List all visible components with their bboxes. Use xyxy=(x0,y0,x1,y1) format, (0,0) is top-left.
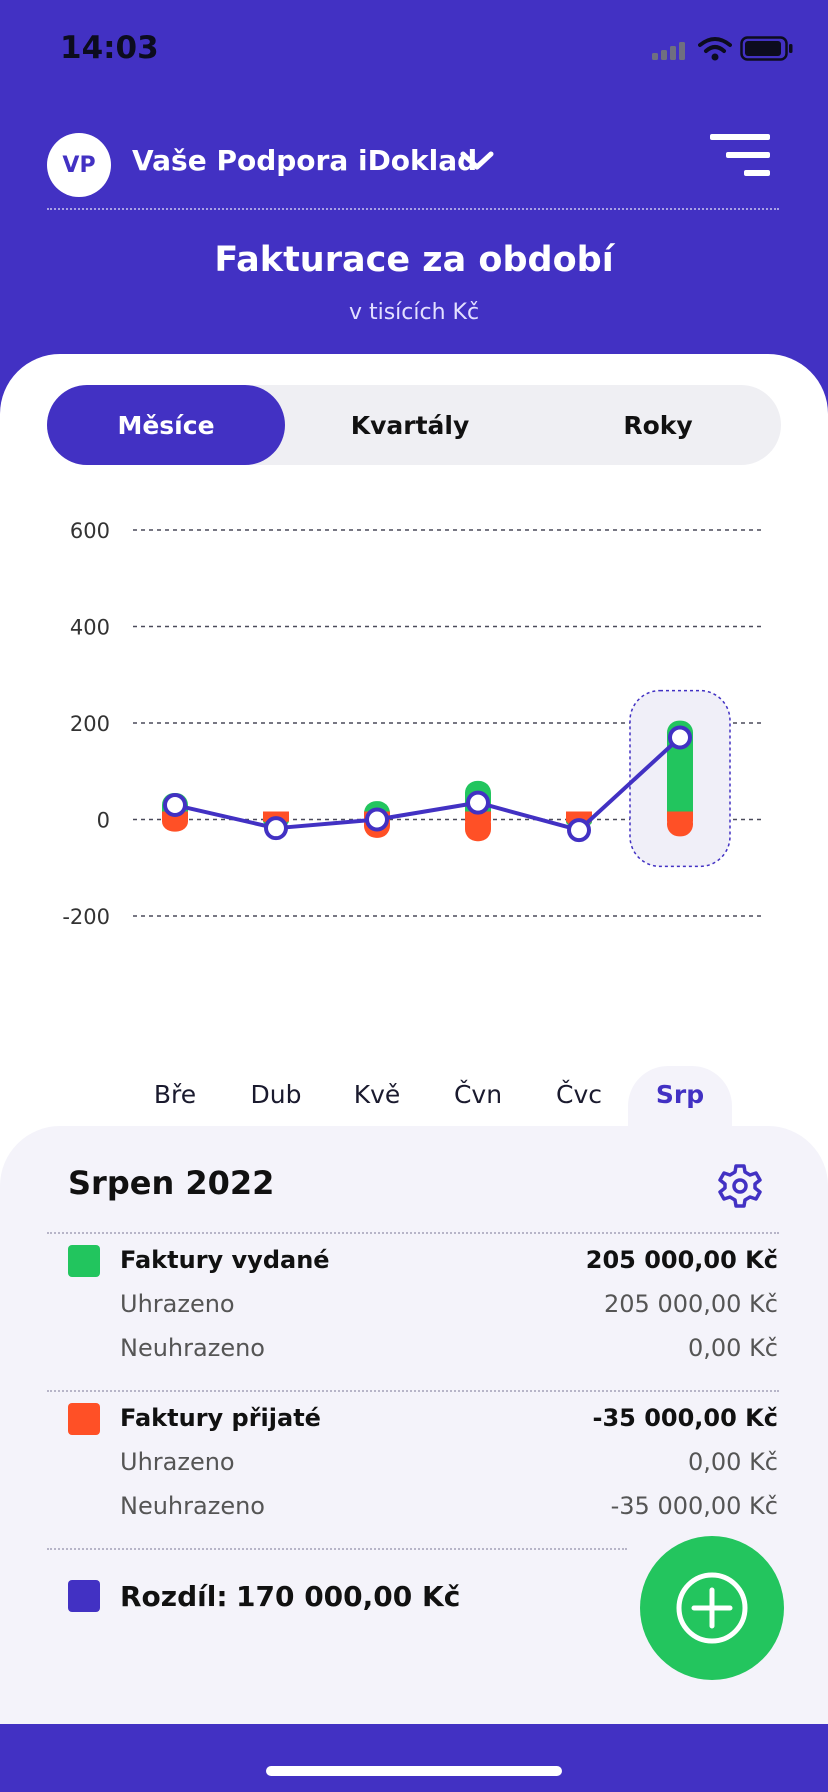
bar-received xyxy=(465,811,491,822)
month-tab[interactable]: Čvc xyxy=(556,1080,602,1109)
received-color-swatch xyxy=(68,1403,100,1435)
month-axis: Bře Dub Kvě Čvn Čvc Srp xyxy=(0,1080,828,1130)
segment-months[interactable]: Měsíce xyxy=(47,385,285,465)
chevron-down-icon[interactable] xyxy=(460,150,494,172)
status-time: 14:03 xyxy=(60,30,159,66)
cellular-signal-icon xyxy=(652,42,685,60)
plus-circle-icon xyxy=(676,1572,748,1644)
y-tick-label: 400 xyxy=(70,616,110,640)
y-tick-label: 600 xyxy=(70,519,110,543)
difference-point xyxy=(466,790,490,815)
filter-menu-icon[interactable] xyxy=(708,132,772,178)
summary-title: Srpen 2022 xyxy=(68,1164,275,1202)
summary-divider xyxy=(47,1548,627,1550)
home-indicator xyxy=(266,1766,562,1776)
segment-quarters[interactable]: Kvartály xyxy=(350,410,470,440)
issued-label: Faktury vydané xyxy=(120,1246,330,1274)
received-label: Faktury přijaté xyxy=(120,1404,321,1432)
issued-unpaid-label: Neuhrazeno xyxy=(120,1334,265,1362)
add-button[interactable] xyxy=(640,1536,784,1680)
month-tab[interactable]: Bře xyxy=(153,1080,197,1109)
difference-point xyxy=(365,807,389,832)
gear-icon[interactable] xyxy=(716,1162,764,1210)
issued-color-swatch xyxy=(68,1245,100,1277)
bottom-bar xyxy=(0,1724,828,1792)
difference-label: Rozdíl: xyxy=(120,1580,228,1613)
received-paid-value: 0,00 Kč xyxy=(688,1448,778,1476)
bar-received xyxy=(667,811,693,822)
month-tab[interactable]: Kvě xyxy=(353,1080,401,1109)
bar-received xyxy=(566,811,592,822)
month-tab[interactable]: Čvn xyxy=(453,1080,503,1109)
segment-years[interactable]: Roky xyxy=(623,410,693,440)
y-tick-label: 200 xyxy=(70,712,110,736)
difference-point xyxy=(264,816,288,841)
received-paid-label: Uhrazeno xyxy=(120,1448,235,1476)
summary-divider xyxy=(47,1232,779,1234)
month-tab[interactable]: Srp xyxy=(655,1080,705,1109)
issued-unpaid-value: 0,00 Kč xyxy=(688,1334,778,1362)
company-avatar[interactable]: VP xyxy=(47,133,111,197)
difference-line xyxy=(174,736,682,833)
received-unpaid-label: Neuhrazeno xyxy=(120,1492,265,1520)
difference-value: 170 000,00 Kč xyxy=(236,1580,461,1613)
received-unpaid-value: -35 000,00 Kč xyxy=(610,1492,778,1520)
battery-icon xyxy=(740,36,793,61)
selected-month-tab xyxy=(628,1066,732,1136)
page-title: Fakturace za období xyxy=(214,240,614,280)
month-tab[interactable]: Dub xyxy=(250,1080,302,1109)
difference-point xyxy=(567,818,591,843)
status-bar: 14:03 xyxy=(0,0,828,100)
header-divider xyxy=(47,208,779,210)
period-segmented-control: Měsíce Kvartály Roky xyxy=(47,385,781,465)
company-name[interactable]: Vaše Podpora iDoklad xyxy=(132,144,478,177)
y-tick-label: 0 xyxy=(97,809,110,833)
issued-paid-label: Uhrazeno xyxy=(120,1290,235,1318)
received-total: -35 000,00 Kč xyxy=(592,1404,778,1432)
issued-paid-value: 205 000,00 Kč xyxy=(604,1290,778,1318)
y-tick-label: -200 xyxy=(62,905,110,929)
billing-chart: 600 400 200 0 -200 xyxy=(62,519,762,929)
issued-total: 205 000,00 Kč xyxy=(585,1246,778,1274)
difference-point xyxy=(668,725,692,750)
wifi-icon xyxy=(698,37,732,61)
page-subtitle: v tisících Kč xyxy=(348,300,480,325)
difference-color-swatch xyxy=(68,1580,100,1612)
difference-point xyxy=(163,793,187,818)
summary-divider xyxy=(47,1390,779,1392)
